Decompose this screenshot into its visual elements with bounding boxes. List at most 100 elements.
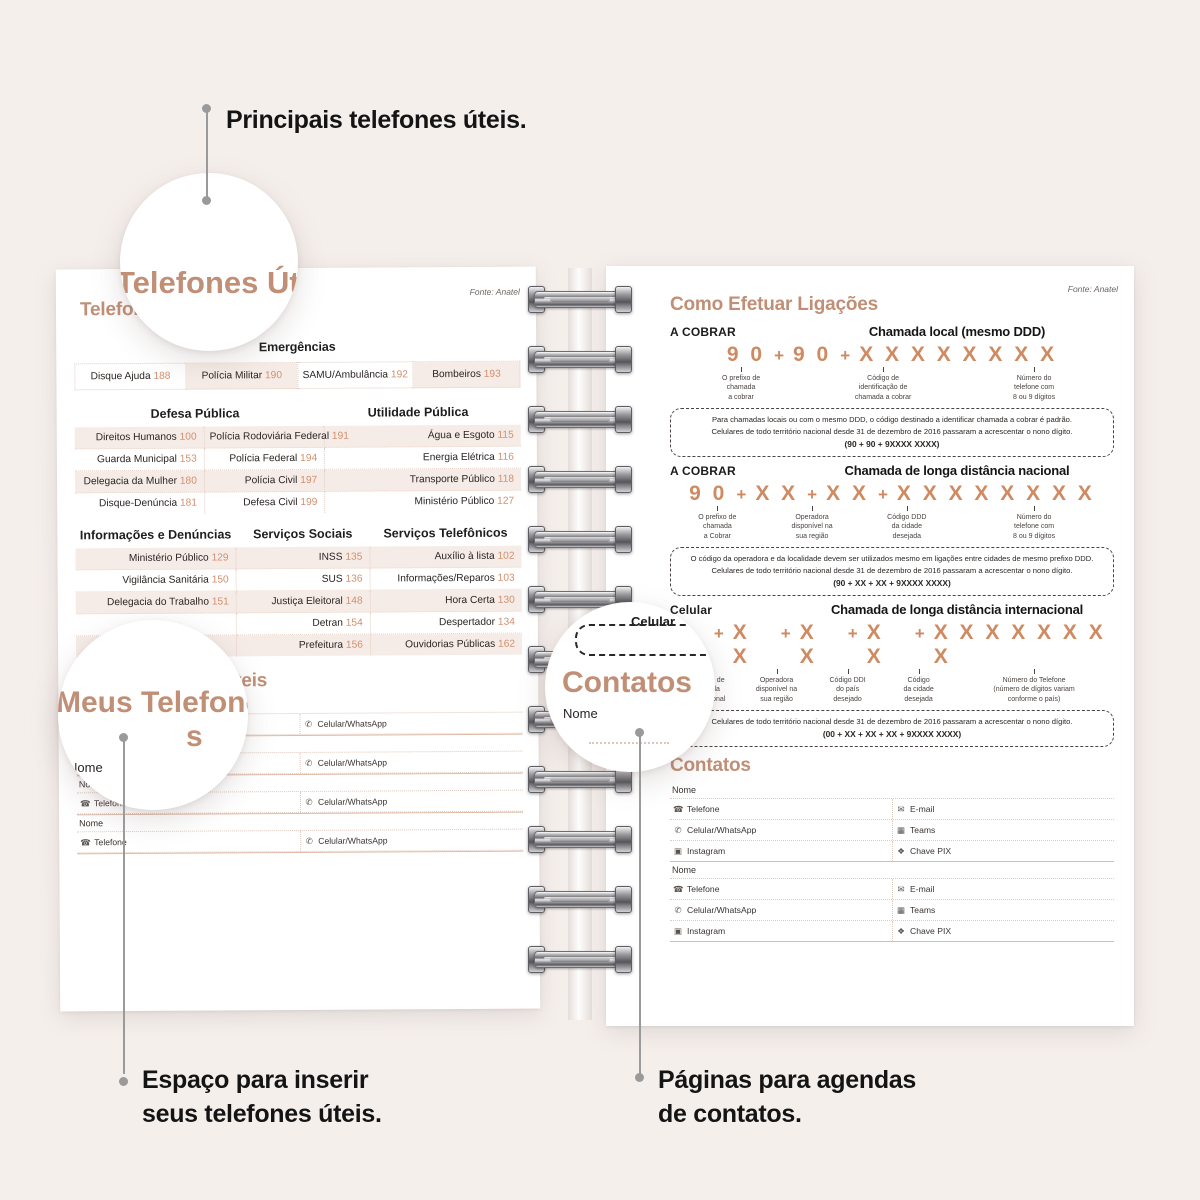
table-row: Delegacia do Trabalho 151 Justiça Eleitor… [75, 589, 522, 614]
form-row[interactable]: ▣ Instagram ❖ Chave PIX [670, 840, 1114, 861]
table-cell-number: 135 [345, 551, 363, 563]
table-cell: SUS 136 [236, 568, 371, 591]
form-field-telefone[interactable]: ☎Telefone [670, 879, 892, 899]
form-field-instagram[interactable]: ▣ Instagram [670, 841, 892, 861]
diagram-legend-item: Número do telefone com 8 ou 9 dígitos [954, 367, 1114, 402]
diagram-legend-item: O prefixo de chamada a Cobrar [670, 505, 765, 541]
magnifier-label-telefones-uteis: Telefones Úteis [120, 265, 298, 300]
form-field-chave-pix[interactable]: ❖ Chave PIX [892, 840, 1114, 861]
form-field-e-mail[interactable]: ✉ E-mail [892, 798, 1114, 819]
digit-plus: + [780, 623, 791, 643]
spiral-inner-wire [550, 297, 610, 302]
table-cell: Informações/Reparos 103 [369, 567, 522, 591]
digit-group: 9 0 [793, 343, 832, 366]
phone-icon: ☎ [673, 883, 684, 894]
diagram-kind-label: Chamada de longa distância internacional [830, 601, 1084, 617]
diagram-kind-label: Chamada de longa distância nacional [844, 462, 1070, 478]
section-heading-servicos-telefonicos: Serviços Telefônicos [383, 525, 508, 541]
phone-icon: ☎ [673, 803, 684, 814]
note-line: Celulares de todo território nacional de… [711, 427, 1073, 437]
form-field-e-mail[interactable]: ✉ E-mail [892, 878, 1114, 899]
form-field-label: Telefone [687, 803, 720, 814]
table-cell: Ministério Público 129 [75, 547, 237, 570]
form-row[interactable]: ▣ Instagram ❖ Chave PIX [670, 920, 1114, 941]
diagram-blocks: A COBRAR Chamada local (mesmo DDD) 9 0 +9 0… [670, 324, 1114, 747]
table-cell-label: Delegacia do Trabalho [106, 596, 210, 609]
table-cell: Delegacia do Trabalho 151 [75, 590, 237, 614]
diagram-legends: O prefixo dechamadainternacionalOperador… [670, 668, 1114, 704]
table-cell-number: 190 [264, 370, 283, 382]
form-field-celular-whatsapp[interactable]: ✆ Celular/WhatsApp [300, 829, 524, 851]
table-cell-label: Ouvidorias Públicas [405, 638, 496, 651]
form-row[interactable]: ☎ Telefone ✉ E-mail [670, 878, 1114, 900]
spiral-inner-wire [550, 357, 610, 362]
note-formula: (00 + XX + XX + XX + 9XXXX XXXX) [822, 728, 962, 739]
form-name-label[interactable]: Nome [670, 862, 1114, 879]
diagram-legend-item: Operadora disponível na sua região [765, 505, 860, 541]
digit-plus: + [807, 484, 818, 504]
table-cell-label: Guarda Municipal [97, 453, 177, 466]
spiral-inner-wire [550, 957, 610, 962]
form-field-telefone[interactable]: ☎Telefone [77, 831, 300, 852]
spiral-coil [528, 942, 632, 978]
form-field-celular-whatsapp[interactable]: ✆ Celular/WhatsApp [299, 790, 524, 812]
magnifier-label-meus-telefones: Meus Telefones Úteis [58, 686, 248, 719]
contatos-form[interactable]: Nome ☎ Telefone ✉ E-mail ✆ Celular/WhatsApp ▦ Te… [670, 782, 1114, 942]
form-field-label: E-mail [910, 883, 935, 894]
table-cell: Justiça Eleitoral 148 [236, 590, 371, 613]
diagram-digits: 0 0+X X+X X+X X+X X X X X X X X [670, 617, 1114, 669]
table-cell: Vigilância Sanitária 150 [75, 568, 237, 592]
table-cell-label: Polícia Militar [201, 370, 263, 382]
form-field-label: Teams [910, 824, 936, 835]
form-field-chave-pix[interactable]: ❖ Chave PIX [892, 920, 1114, 941]
table-cell-number: 115 [497, 429, 514, 441]
diagram-legend-item: Código DDI do país desejado [812, 668, 883, 704]
pix-icon: ❖ [897, 925, 905, 936]
callout-anchor-top [202, 196, 211, 205]
table-cell: Energia Elétrica 116 [324, 446, 521, 470]
form-field-teams[interactable]: ▦ Teams [892, 819, 1114, 840]
form-field-celular-whatsapp[interactable]: ✆ Celular/WhatsApp [670, 900, 892, 920]
diagram-legend-item: O prefixo de chamada a cobrar [670, 367, 812, 402]
digit-plus: + [877, 484, 888, 504]
diagram-legends: O prefixo de chamada a cobrar Código de iden… [670, 367, 1114, 402]
form-row[interactable]: ✆ Celular/WhatsApp ▦ Teams [670, 819, 1114, 841]
form-field-telefone[interactable]: ☎Telefone [670, 799, 892, 819]
table-cell-label: Despertador [438, 616, 496, 629]
magnifier-name-label-left: Nome [68, 760, 103, 775]
spiral-cap-right [615, 346, 632, 373]
table-cell-number: 100 [179, 431, 197, 443]
form-row[interactable]: ✆ Celular/WhatsApp ▦ Teams [670, 899, 1114, 921]
note-line: Celulares de todo território nacional de… [711, 565, 1073, 575]
table-cell-number: 153 [179, 453, 197, 465]
form-row[interactable]: ☎Telefone ✆ Celular/WhatsApp [77, 829, 524, 854]
right-page-title: Como Efetuar Ligações [670, 294, 879, 315]
table-row: Ministério Público 129 INSS 135 Auxílio à … [75, 545, 522, 570]
table-cell: INSS 135 [235, 546, 370, 569]
table-cell-number: 116 [497, 451, 514, 463]
table-cell-label: Informações/Reparos [397, 572, 495, 585]
diagram-legend-item: Código da cidade desejada [883, 668, 954, 704]
diagram-left-label: A COBRAR [670, 463, 736, 478]
spiral-coil [528, 462, 632, 498]
table-cell-label: Justiça Eleitoral [271, 595, 343, 608]
form-field-celular-whatsapp[interactable]: ✆ Celular/WhatsApp [670, 820, 892, 840]
form-field-label: Instagram [687, 845, 726, 856]
table-cell-number: 194 [300, 452, 318, 464]
callout-top-left: Principais telefones úteis. [226, 106, 527, 134]
table-cell: Disque-Denúncia 181 [75, 492, 205, 515]
form-field-celular-whatsapp[interactable]: ✆ Celular/WhatsApp [299, 712, 523, 734]
table-cell-number: 136 [345, 573, 363, 585]
spiral-cap-right [615, 886, 632, 913]
form-field-instagram[interactable]: ▣ Instagram [670, 921, 892, 941]
form-field-celular-whatsapp[interactable]: ✆ Celular/WhatsApp [299, 751, 523, 773]
form-name-label[interactable]: Nome [670, 782, 1114, 799]
form-row[interactable]: ☎ Telefone ✉ E-mail [670, 798, 1114, 820]
note-line: Para chamadas locais ou com o mesmo DDD,… [711, 415, 1073, 425]
digit-plus: + [840, 346, 851, 365]
spiral-cap-right [615, 826, 632, 853]
note-line: Celulares de todo território nacional de… [711, 717, 1073, 727]
table-cell-number: 129 [211, 552, 229, 564]
form-field-teams[interactable]: ▦ Teams [892, 899, 1114, 920]
